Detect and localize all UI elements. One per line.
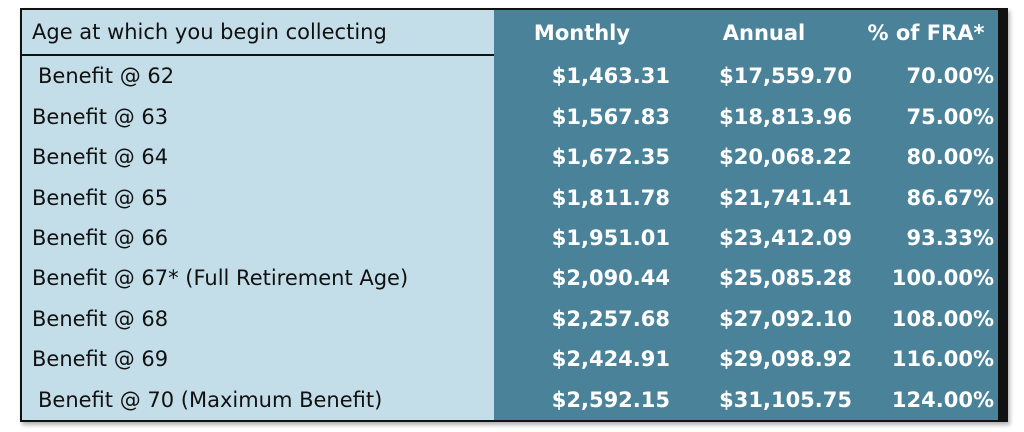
value-cell: $31,105.75 bbox=[676, 379, 858, 420]
table-body: Benefit @ 62 $1,463.31 $17,559.70 70.00% Ben… bbox=[22, 55, 998, 420]
header-row: Age at which you begin collecting Monthly… bbox=[22, 10, 998, 56]
value-cell: $1,463.31 bbox=[494, 55, 676, 97]
value-cell: $1,567.83 bbox=[494, 96, 676, 137]
value-cell: $18,813.96 bbox=[676, 96, 858, 137]
row-label: Benefit @ 64 bbox=[22, 136, 494, 178]
row-label: Benefit @ 70 (Maximum Benefit) bbox=[22, 379, 494, 420]
row-label: Benefit @ 63 bbox=[22, 96, 494, 137]
row-label: Benefit @ 62 bbox=[22, 55, 494, 97]
value-cell: $2,090.44 bbox=[494, 258, 676, 299]
value-cell: $20,068.22 bbox=[676, 136, 858, 178]
table-row: Benefit @ 67* (Full Retirement Age) $2,09… bbox=[22, 258, 998, 299]
value-cell: 100.00% bbox=[858, 258, 998, 299]
header-cell: % of FRA* bbox=[858, 10, 998, 55]
value-cell: $21,741.41 bbox=[676, 177, 858, 218]
table-row: Benefit @ 65 $1,811.78 $21,741.41 86.67% bbox=[22, 177, 998, 218]
value-cell: 86.67% bbox=[858, 177, 998, 218]
value-cell: $2,257.68 bbox=[494, 298, 676, 340]
table-row: Benefit @ 68 $2,257.68 $27,092.10 108.00% bbox=[22, 298, 998, 340]
table-row: Benefit @ 70 (Maximum Benefit) $2,592.15 $… bbox=[22, 379, 998, 420]
value-cell: $1,811.78 bbox=[494, 177, 676, 218]
value-cell: $23,412.09 bbox=[676, 217, 858, 259]
benefit-table: Age at which you begin collecting Monthly… bbox=[22, 10, 998, 420]
value-cell: 124.00% bbox=[858, 379, 998, 420]
row-label: Benefit @ 66 bbox=[22, 217, 494, 259]
table-row: Benefit @ 62 $1,463.31 $17,559.70 70.00% bbox=[22, 55, 998, 97]
row-label: Benefit @ 65 bbox=[22, 177, 494, 218]
value-cell: 116.00% bbox=[858, 339, 998, 380]
value-cell: $29,098.92 bbox=[676, 339, 858, 380]
value-cell: $27,092.10 bbox=[676, 298, 858, 340]
table-frame: Age at which you begin collecting Monthly… bbox=[20, 8, 1008, 422]
value-cell: 108.00% bbox=[858, 298, 998, 340]
row-label: Benefit @ 67* (Full Retirement Age) bbox=[22, 258, 494, 299]
value-cell: 75.00% bbox=[858, 96, 998, 137]
header-cell: Age at which you begin collecting bbox=[22, 10, 494, 56]
value-cell: $25,085.28 bbox=[676, 258, 858, 299]
table-row: Benefit @ 63 $1,567.83 $18,813.96 75.00% bbox=[22, 96, 998, 137]
header-cell: Annual bbox=[676, 10, 858, 55]
value-cell: $2,424.91 bbox=[494, 339, 676, 380]
table-row: Benefit @ 64 $1,672.35 $20,068.22 80.00% bbox=[22, 136, 998, 178]
header-cell: Monthly bbox=[494, 10, 676, 55]
value-cell: $1,672.35 bbox=[494, 136, 676, 178]
table-row: Benefit @ 69 $2,424.91 $29,098.92 116.00% bbox=[22, 339, 998, 380]
row-label: Benefit @ 69 bbox=[22, 339, 494, 380]
value-cell: $1,951.01 bbox=[494, 217, 676, 259]
value-cell: 70.00% bbox=[858, 55, 998, 97]
value-cell: 93.33% bbox=[858, 217, 998, 259]
table-row: Benefit @ 66 $1,951.01 $23,412.09 93.33% bbox=[22, 217, 998, 259]
value-cell: $2,592.15 bbox=[494, 379, 676, 420]
value-cell: 80.00% bbox=[858, 136, 998, 178]
value-cell: $17,559.70 bbox=[676, 55, 858, 97]
row-label: Benefit @ 68 bbox=[22, 298, 494, 340]
